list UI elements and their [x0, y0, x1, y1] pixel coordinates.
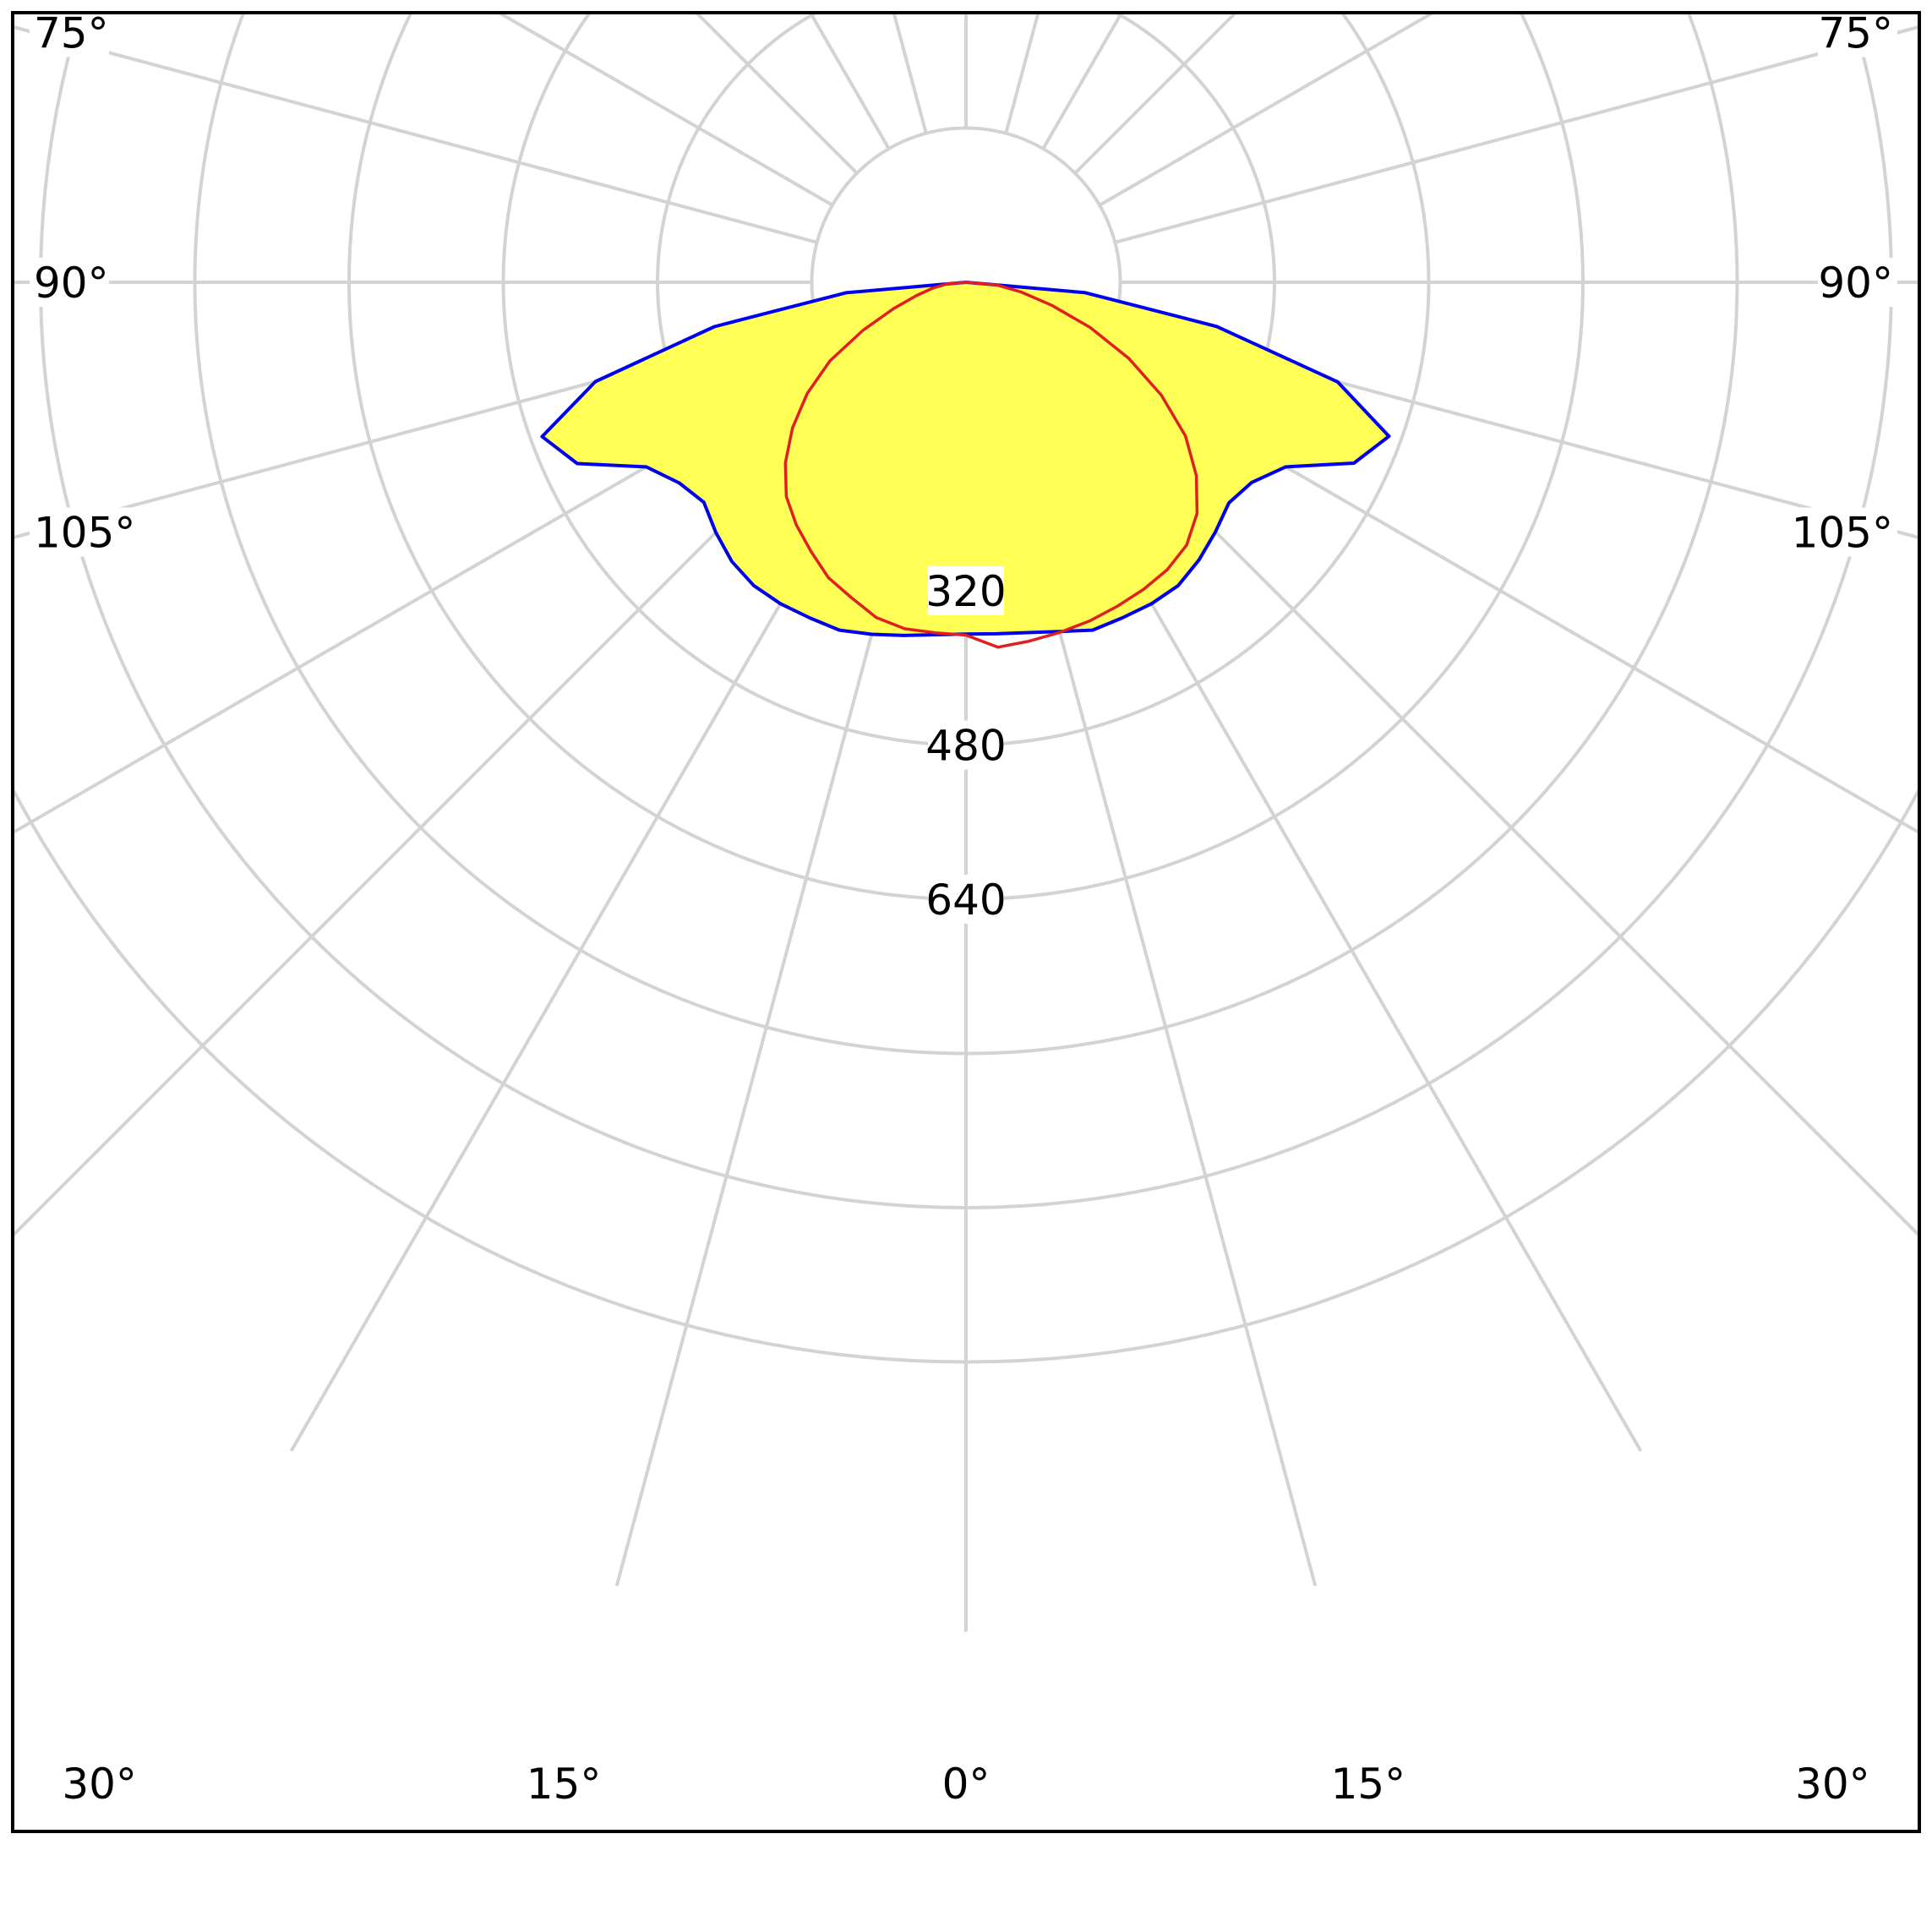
angle-label-right: 75° [1818, 8, 1893, 57]
angle-label-right-bg [1818, 8, 1897, 57]
angle-label-left-bg [524, 1759, 604, 1808]
angle-label-right-bg [1793, 1759, 1873, 1808]
grid-spoke [694, 13, 859, 175]
grid-spoke [1073, 13, 1238, 175]
angle-label-0-bg [938, 1759, 994, 1808]
radial-tick-label-bg [928, 566, 1004, 615]
radial-tick-label-bg [928, 875, 1004, 924]
angle-label-left: 105° [34, 509, 135, 558]
grid-spoke [1099, 13, 1437, 207]
angle-label-left-bg [30, 8, 109, 57]
angle-label-left-bg [30, 258, 109, 307]
angle-label-right-bg [1818, 258, 1897, 307]
angle-label-left: 15° [527, 1760, 602, 1809]
angle-label-0: 0° [942, 1760, 991, 1809]
angle-label-left: 90° [34, 259, 109, 308]
series-curve-red [783, 281, 1199, 649]
angle-label-left-bg [30, 507, 133, 557]
angle-label-right: 15° [1331, 1760, 1406, 1809]
angle-label-right: 30° [1795, 1760, 1870, 1809]
angle-label-right-bg [1794, 507, 1897, 557]
angle-label-left-bg [59, 1759, 139, 1808]
angle-label-right: 90° [1818, 259, 1893, 308]
grid-spoke [1114, 25, 1919, 244]
grid-spoke [495, 13, 833, 207]
angle-label-left: 30° [62, 1760, 137, 1809]
grid-spoke [13, 25, 818, 244]
angle-label-right: 105° [1792, 509, 1893, 558]
radial-tick-label-bg [928, 720, 1004, 770]
angle-label-left: 75° [34, 8, 109, 57]
series-layer [540, 281, 1391, 649]
radial-tick-label: 320 [925, 567, 1006, 616]
radial-tick-label: 480 [925, 722, 1006, 771]
tick-labels: 320480640105°105°90°90°75°75°60°60°45°45… [30, 8, 1897, 1809]
plot-frame [11, 11, 1921, 1833]
radial-tick-label: 640 [925, 876, 1006, 925]
angle-label-right-bg [1328, 1759, 1408, 1808]
